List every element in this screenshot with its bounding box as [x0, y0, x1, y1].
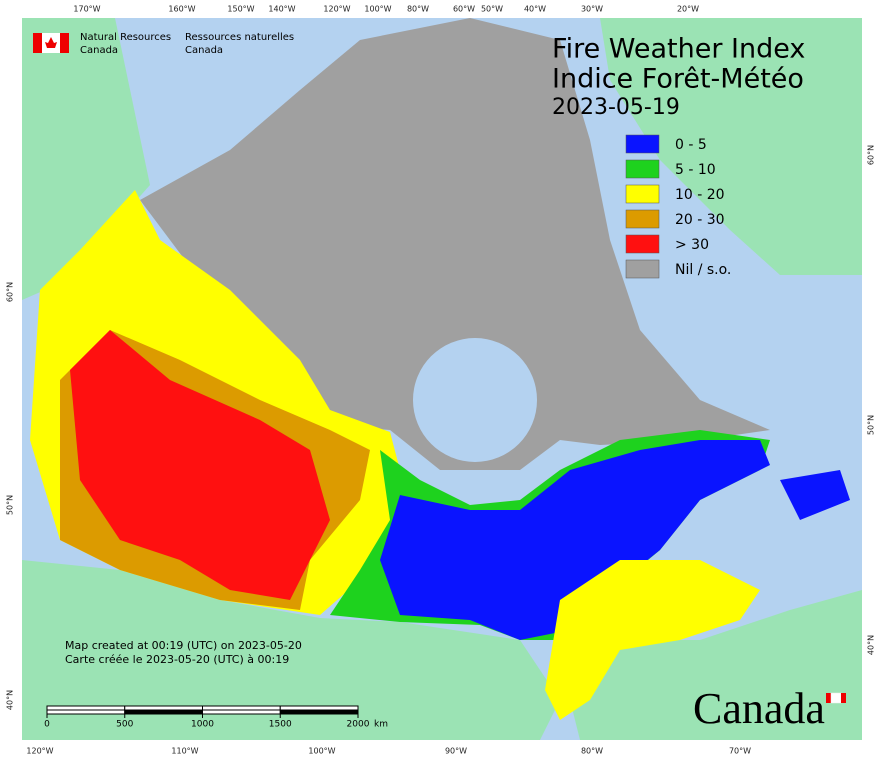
fwi-high-east	[545, 560, 760, 720]
scale-segment	[279, 709, 359, 715]
canada-wordmark: Canada	[693, 684, 846, 733]
scale-segment	[124, 705, 203, 711]
arctic-no-data	[140, 18, 770, 470]
legend-swatch	[625, 234, 660, 254]
flag-bar	[33, 33, 42, 53]
legend: 0 - 5 5 - 10 10 - 20 20 - 30 > 30 Nil / s.o.	[625, 134, 731, 279]
legend-label: 5 - 10	[675, 162, 716, 178]
longitude-label: 160°W	[168, 5, 195, 14]
longitude-label: 100°W	[364, 5, 391, 14]
agency-fr: Canada	[185, 45, 223, 56]
newfoundland	[780, 470, 850, 520]
latitude-label: 40°N	[867, 635, 876, 655]
longitude-label: 90°W	[445, 747, 467, 756]
title-fr: Indice Forêt-Météo	[552, 64, 804, 95]
legend-swatch	[625, 159, 660, 179]
legend-swatch	[625, 209, 660, 229]
scale-label: 500	[116, 720, 133, 730]
legend-label: 0 - 5	[675, 137, 707, 153]
scale-segment	[46, 705, 126, 711]
agency-fr: Ressources naturelles	[185, 32, 294, 43]
graticule: 170°W 160°W 150°W 140°W 120°W 100°W 80°W 60°W 50…	[6, 5, 876, 756]
longitude-label: 30°W	[581, 5, 603, 14]
flag-field	[830, 692, 842, 704]
legend-swatch	[625, 134, 660, 154]
legend-label: 10 - 20	[675, 187, 725, 203]
united-states-east	[560, 590, 862, 740]
map-frame	[22, 18, 862, 740]
scale-label: 0	[44, 720, 50, 730]
longitude-label: 150°W	[227, 5, 254, 14]
longitude-label: 80°W	[407, 5, 429, 14]
latitude-label: 60°N	[867, 145, 876, 165]
longitude-label: 100°W	[308, 747, 335, 756]
scale-bar: 0 500 1000 1500 2000 km	[44, 705, 388, 730]
latitude-label: 50°N	[867, 415, 876, 435]
longitude-label: 140°W	[268, 5, 295, 14]
scale-segment	[279, 705, 359, 711]
longitude-label: 70°W	[729, 747, 751, 756]
united-states-west	[22, 560, 560, 740]
flag-bar	[826, 693, 831, 703]
longitude-label: 120°W	[26, 747, 53, 756]
wordmark: Canada	[693, 684, 825, 733]
agency-en: Canada	[80, 45, 118, 56]
map-date: 2023-05-19	[552, 95, 680, 120]
scale-label: 1500	[269, 720, 292, 730]
latitude-label: 40°N	[6, 690, 15, 710]
scale-segment	[124, 709, 203, 715]
agency-en: Natural Resources	[80, 32, 171, 43]
longitude-label: 170°W	[73, 5, 100, 14]
credit: Carte créée le 2023-05-20 (UTC) à 00:19	[65, 653, 289, 666]
scale-label: 1000	[191, 720, 214, 730]
scale-segment	[46, 709, 126, 715]
latitude-label: 60°N	[6, 282, 15, 302]
legend-swatch	[625, 184, 660, 204]
maple-leaf	[45, 37, 57, 48]
title-en: Fire Weather Index	[552, 34, 805, 65]
greenland	[600, 18, 862, 275]
longitude-label: 110°W	[171, 747, 198, 756]
longitude-label: 80°W	[581, 747, 603, 756]
longitude-label: 50°W	[481, 5, 503, 14]
fwi-low	[380, 440, 770, 640]
agency-signature: Natural Resources Canada Ressources natu…	[33, 32, 294, 56]
legend-label: Nil / s.o.	[675, 262, 731, 278]
latitude-label: 50°N	[6, 495, 15, 515]
credit: Map created at 00:19 (UTC) on 2023-05-20	[65, 639, 302, 652]
legend-swatch	[625, 259, 660, 279]
legend-label: > 30	[675, 237, 709, 253]
longitude-label: 40°W	[524, 5, 546, 14]
hudson-bay	[413, 338, 537, 462]
legend-label: 20 - 30	[675, 212, 725, 228]
flag-bar	[60, 33, 69, 53]
longitude-label: 60°W	[453, 5, 475, 14]
fwi-extreme	[70, 330, 330, 600]
flag-bar	[841, 693, 846, 703]
scale-segment	[202, 705, 281, 711]
alaska	[22, 18, 150, 300]
scale-unit: km	[374, 720, 388, 730]
longitude-label: 20°W	[677, 5, 699, 14]
scale-segment	[202, 709, 281, 715]
scale-label: 2000	[347, 720, 370, 730]
longitude-label: 120°W	[323, 5, 350, 14]
